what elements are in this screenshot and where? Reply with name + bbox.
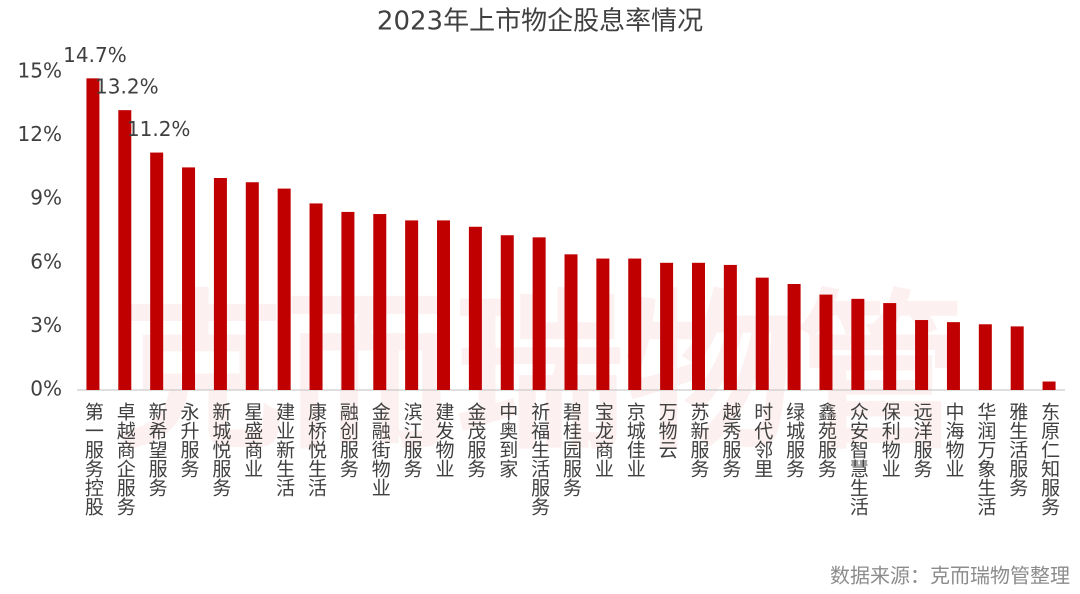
bar <box>1042 381 1056 390</box>
x-tick-label: 保利物业 <box>879 402 901 478</box>
x-tick-label: 康桥悦生活 <box>305 402 327 497</box>
bar <box>500 235 514 390</box>
bar <box>405 220 419 390</box>
x-tick-label: 建业新生活 <box>273 402 295 497</box>
x-tick-label: 雅生活服务 <box>1006 402 1028 497</box>
value-label: 13.2% <box>95 75 159 99</box>
bar <box>883 303 897 390</box>
x-tick-label: 远洋服务 <box>911 402 933 478</box>
x-tick-label: 新城悦服务 <box>209 402 231 497</box>
x-tick-label: 鑫苑服务 <box>815 402 837 478</box>
bar <box>915 320 929 390</box>
x-tick-label: 建发物业 <box>433 402 455 478</box>
y-tick-label: 12% <box>18 122 62 146</box>
y-tick-label: 15% <box>18 59 62 83</box>
bar <box>437 220 451 390</box>
x-tick-label: 滨江服务 <box>401 402 423 478</box>
x-tick-label: 绿城服务 <box>783 402 805 478</box>
value-label: 14.7% <box>63 43 127 67</box>
x-tick-label: 京城佳业 <box>624 402 646 478</box>
bar <box>628 258 642 390</box>
x-tick-label: 东原仁知服务 <box>1038 402 1060 516</box>
bar <box>373 214 387 390</box>
bar <box>86 78 100 391</box>
x-tick-label: 越秀服务 <box>719 402 741 478</box>
y-tick-label: 3% <box>30 313 62 337</box>
bar <box>787 284 801 390</box>
x-tick-label: 时代邻里 <box>751 402 773 478</box>
x-tick-label: 中海物业 <box>942 402 964 478</box>
y-tick-label: 6% <box>30 249 62 273</box>
chart-title: 2023年上市物企股息率情况 <box>377 7 703 37</box>
bar <box>946 322 960 390</box>
bar <box>660 262 674 390</box>
bar <box>213 178 227 390</box>
bar <box>723 264 737 390</box>
x-tick-label: 第一服务控股 <box>82 402 104 516</box>
x-tick-label: 永升服务 <box>178 402 200 478</box>
x-tick-label: 万物云 <box>656 402 678 459</box>
y-tick-label: 0% <box>30 377 62 401</box>
bar <box>245 182 259 390</box>
bar <box>819 294 833 390</box>
bar <box>532 237 546 390</box>
x-tick-label: 众安智慧生活 <box>847 402 869 516</box>
bar <box>596 258 610 390</box>
y-tick-label: 9% <box>30 186 62 210</box>
bar <box>1010 326 1024 390</box>
bar <box>118 110 132 390</box>
bar <box>564 254 578 390</box>
x-tick-label: 金融街物业 <box>369 402 391 497</box>
bar <box>309 203 323 390</box>
x-tick-label: 星盛商业 <box>241 402 263 478</box>
bar <box>468 226 482 390</box>
x-tick-label: 碧桂园服务 <box>560 402 582 497</box>
x-tick-label: 新希望服务 <box>146 402 168 497</box>
source-note: 数据来源：克而瑞物管整理 <box>830 564 1070 588</box>
bar <box>150 152 164 390</box>
x-tick-label: 祈福生活服务 <box>528 402 550 516</box>
bar <box>755 277 769 390</box>
x-tick-label: 融创服务 <box>337 402 359 478</box>
x-tick-label: 卓越商企服务 <box>114 402 136 516</box>
x-tick-label: 金茂服务 <box>464 402 486 478</box>
bar <box>182 167 196 390</box>
x-tick-label: 苏新服务 <box>687 402 709 478</box>
bar <box>978 324 992 390</box>
x-tick-label: 中奥到家 <box>496 402 518 478</box>
bar <box>341 211 355 390</box>
x-tick-label: 华润万象生活 <box>974 402 996 516</box>
bar <box>851 298 865 390</box>
bar <box>691 262 705 390</box>
bar <box>277 188 291 390</box>
x-tick-label: 宝龙商业 <box>592 402 614 478</box>
value-label: 11.2% <box>127 117 191 141</box>
